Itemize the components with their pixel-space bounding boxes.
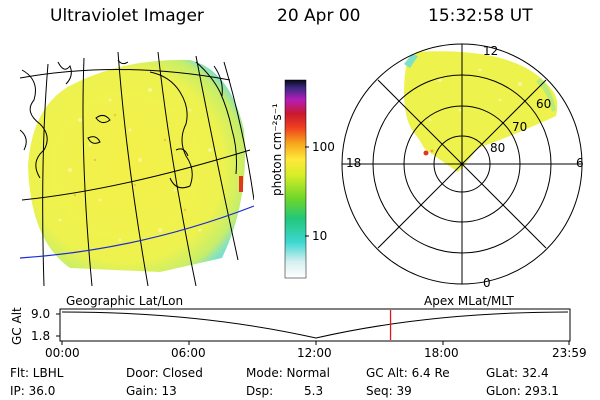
colorbar: [284, 79, 307, 279]
observation-time: 15:32:58 UT: [428, 6, 533, 26]
mlt-label-noon: 12: [483, 44, 499, 58]
observation-date: 20 Apr 00: [277, 6, 361, 26]
status-gc-alt: GC Alt: 6.4 Re: [366, 366, 450, 380]
timeline-tick-1200: 12:00: [297, 346, 332, 360]
timeline-tick-0600: 06:00: [171, 346, 206, 360]
instrument-title: Ultraviolet Imager: [50, 6, 204, 26]
timeline-tick-2359: 23:59: [552, 346, 587, 360]
timeline-tick-0000: 00:00: [45, 346, 80, 360]
timeline-axis-label: GC Alt: [10, 307, 24, 345]
status-gain: Gain: 13: [126, 384, 177, 398]
colorbar-tick-100: 100: [312, 140, 335, 154]
mlt-label-dusk: 18: [346, 156, 362, 170]
timeline-right-title: Apex MLat/MLT: [424, 294, 514, 308]
status-ip: IP: 36.0: [10, 384, 56, 398]
parallel-lines: [19, 68, 251, 201]
status-flt: Flt: LBHL: [10, 366, 64, 380]
mlt-label-midnight: 0: [483, 276, 491, 290]
meridian-lines: [42, 51, 254, 286]
status-glat: GLat: 32.4: [486, 366, 549, 380]
earth-disk-image: [19, 51, 254, 286]
mlat-label-60: 60: [536, 97, 552, 111]
timeline-tick-1800: 18:00: [424, 346, 459, 360]
timeline-panel: [56, 308, 571, 345]
polar-plot: [341, 43, 583, 285]
auroral-disk: [28, 59, 246, 272]
status-mode: Mode: Normal: [246, 366, 330, 380]
timeline-y-high: 9.0: [31, 307, 51, 321]
mlat-label-80: 80: [490, 141, 506, 155]
status-door: Door: Closed: [126, 366, 203, 380]
colorbar-tick-10: 10: [312, 229, 328, 243]
status-seq: Seq: 39: [366, 384, 412, 398]
limb-bright-spot: [239, 176, 243, 192]
status-glon: GLon: 293.1: [486, 384, 559, 398]
colorbar-ticks: [305, 146, 309, 237]
altitude-curve: [61, 311, 569, 339]
timeline-left-title: Geographic Lat/Lon: [66, 294, 184, 308]
colorbar-unit-label: photon cm⁻²s⁻¹: [270, 103, 284, 196]
mlt-label-dawn: 6: [576, 156, 584, 170]
mlat-label-70: 70: [512, 120, 528, 134]
timeline-y-low: 1.8: [31, 329, 51, 343]
equator-line: [19, 205, 254, 259]
status-dsp-value: 5.3: [304, 384, 324, 398]
status-dsp-label: Dsp:: [246, 384, 274, 398]
polar-auroral-image: [404, 51, 558, 172]
